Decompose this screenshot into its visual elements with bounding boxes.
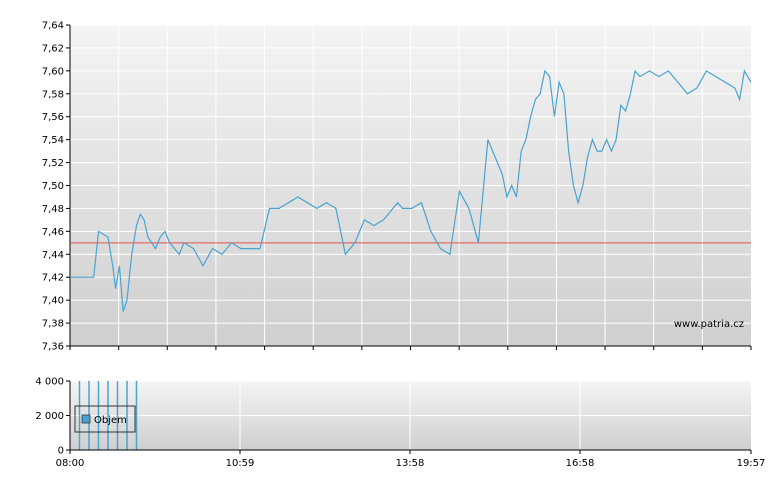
legend-label: Objem — [94, 415, 127, 426]
watermark-text: www.patria.cz — [674, 319, 744, 330]
volume-bars — [78, 381, 138, 450]
x-tick-label: 10:59 — [226, 458, 255, 469]
legend-box — [74, 405, 136, 433]
price-y-tick-label: 7,44 — [42, 250, 64, 261]
price-y-tick-label: 7,46 — [42, 227, 64, 238]
volume-y-tick-label: 2 000 — [35, 411, 64, 422]
price-y-tick-label: 7,58 — [42, 89, 64, 100]
x-tick-label: 16:58 — [566, 458, 595, 469]
price-y-tick-label: 7,40 — [42, 296, 64, 307]
price-y-tick-label: 7,62 — [42, 43, 64, 54]
x-tick-label: 08:00 — [56, 458, 85, 469]
price-y-tick-label: 7,42 — [42, 273, 64, 284]
price-y-tick-label: 7,38 — [42, 319, 64, 330]
x-tick-label: 13:58 — [396, 458, 425, 469]
price-series-line — [70, 69, 752, 312]
price-y-tick-label: 7,48 — [42, 204, 64, 215]
volume-y-axis-labels: 4 000 2 000 0 — [35, 377, 70, 457]
price-y-tick-label: 7,50 — [42, 181, 64, 192]
volume-y-tick-label: 0 — [58, 446, 64, 457]
volume-x-ticks — [69, 450, 752, 454]
price-y-tick-label: 7,64 — [42, 21, 64, 32]
price-y-axis-labels: 7,64 7,62 7,60 7,58 7,56 7,54 7,52 7,50 7,48 7,46… — [42, 21, 70, 353]
x-axis-labels: 08:00 10:59 13:58 16:58 19:57 — [56, 458, 766, 469]
price-x-ticks — [69, 346, 752, 350]
volume-legend: Objem — [74, 405, 136, 433]
price-y-tick-label: 7,56 — [42, 112, 64, 123]
x-tick-label: 19:57 — [737, 458, 766, 469]
volume-y-tick-label: 4 000 — [35, 377, 64, 388]
price-y-tick-label: 7,36 — [42, 342, 64, 353]
price-y-tick-label: 7,60 — [42, 66, 64, 77]
legend-swatch — [81, 414, 91, 424]
price-y-tick-label: 7,52 — [42, 158, 64, 169]
price-y-tick-label: 7,54 — [42, 135, 64, 146]
